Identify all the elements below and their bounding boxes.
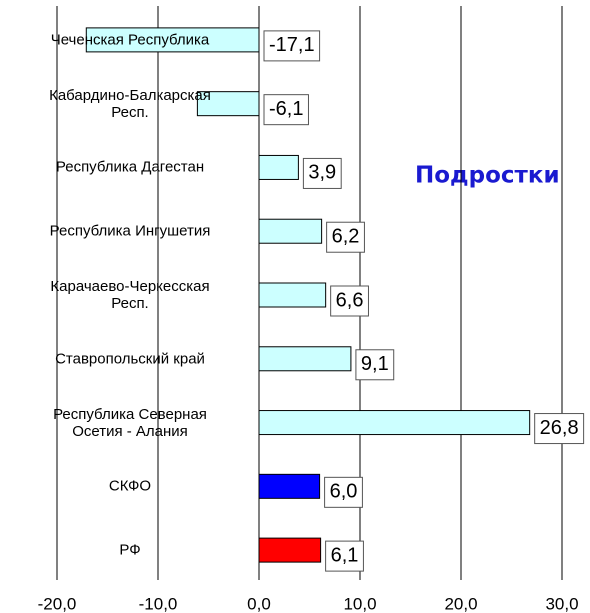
y-tick-label: Республика Северная Осетия - Алания: [53, 405, 207, 440]
x-tick-label: 10,0: [343, 594, 376, 613]
y-tick-label: Кабардино-Балкарская Респ.: [49, 86, 211, 121]
y-tick-label: РФ: [119, 541, 141, 559]
value-label-box: [263, 30, 321, 62]
value-label: 6,0: [330, 481, 358, 503]
chart-title: Подростки: [415, 163, 560, 189]
bar: [258, 218, 323, 244]
value-label: -17,1: [269, 34, 315, 56]
y-tick-label: Ставропольский край: [55, 350, 205, 368]
bar: [258, 154, 299, 180]
bar: [258, 410, 531, 436]
x-tick-label: 20,0: [444, 594, 477, 613]
value-label-box: [534, 413, 585, 445]
y-tick-label: Республика Ингушетия: [49, 222, 211, 240]
y-tick-label: СКФО: [108, 477, 152, 495]
value-label-box: [326, 221, 365, 253]
value-label: 9,1: [361, 353, 389, 375]
value-label: -6,1: [269, 98, 303, 120]
bar: [258, 346, 352, 372]
value-label: 3,9: [308, 162, 336, 184]
value-label-box: [263, 94, 309, 126]
x-tick-label: 30,0: [545, 594, 578, 613]
x-tick-label: -20,0: [38, 594, 77, 613]
value-label: 26,8: [540, 417, 579, 439]
bar: [258, 473, 321, 499]
bar: [196, 91, 260, 117]
bar: [258, 537, 322, 563]
bar: [258, 282, 327, 308]
x-tick-label: 0,0: [247, 594, 271, 613]
value-label: 6,1: [331, 544, 359, 566]
value-label-box: [355, 349, 395, 381]
y-tick-label: Карачаево-Черкесская Респ.: [50, 278, 210, 312]
x-tick-label: -10,0: [139, 594, 178, 613]
value-label-box: [325, 540, 364, 572]
y-tick-label: Республика Дагестан: [55, 158, 205, 176]
value-label-box: [302, 157, 342, 189]
y-tick-label: Чеченская Республика: [50, 31, 210, 49]
value-label: 6,2: [332, 226, 360, 248]
value-label: 6,6: [336, 289, 364, 311]
bar: [85, 27, 260, 53]
value-label-box: [330, 285, 369, 317]
value-label-box: [324, 476, 363, 508]
